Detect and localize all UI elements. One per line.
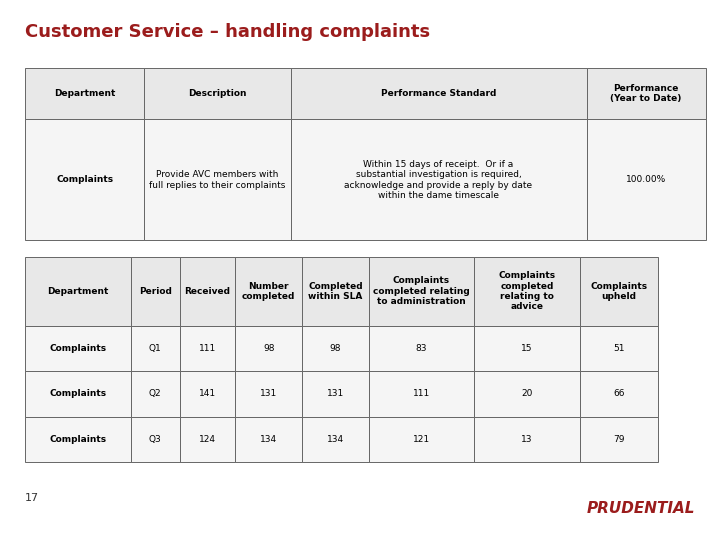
Text: Department: Department	[48, 287, 109, 296]
FancyBboxPatch shape	[180, 372, 235, 416]
Text: 141: 141	[199, 389, 216, 399]
Text: 111: 111	[199, 345, 216, 353]
Text: 98: 98	[263, 345, 274, 353]
FancyBboxPatch shape	[180, 326, 235, 372]
Text: Received: Received	[184, 287, 230, 296]
Text: Department: Department	[54, 89, 115, 98]
Text: 121: 121	[413, 435, 430, 444]
FancyBboxPatch shape	[369, 416, 474, 462]
Text: Complaints: Complaints	[50, 345, 107, 353]
FancyBboxPatch shape	[144, 119, 291, 240]
FancyBboxPatch shape	[25, 372, 130, 416]
FancyBboxPatch shape	[302, 256, 369, 326]
FancyBboxPatch shape	[144, 68, 291, 119]
FancyBboxPatch shape	[235, 416, 302, 462]
FancyBboxPatch shape	[474, 256, 580, 326]
FancyBboxPatch shape	[587, 68, 706, 119]
FancyBboxPatch shape	[25, 326, 130, 372]
FancyBboxPatch shape	[130, 416, 180, 462]
FancyBboxPatch shape	[474, 326, 580, 372]
Text: Performance
(Year to Date): Performance (Year to Date)	[611, 84, 682, 103]
FancyBboxPatch shape	[235, 326, 302, 372]
Text: 124: 124	[199, 435, 216, 444]
FancyBboxPatch shape	[180, 256, 235, 326]
Text: Description: Description	[188, 89, 247, 98]
FancyBboxPatch shape	[130, 326, 180, 372]
Text: 66: 66	[613, 389, 624, 399]
Text: Q2: Q2	[149, 389, 161, 399]
FancyBboxPatch shape	[235, 372, 302, 416]
FancyBboxPatch shape	[25, 119, 144, 240]
FancyBboxPatch shape	[587, 119, 706, 240]
Text: 134: 134	[260, 435, 277, 444]
Text: Complaints: Complaints	[56, 176, 113, 184]
FancyBboxPatch shape	[180, 416, 235, 462]
Text: Number
completed: Number completed	[242, 282, 295, 301]
FancyBboxPatch shape	[25, 68, 144, 119]
FancyBboxPatch shape	[302, 326, 369, 372]
FancyBboxPatch shape	[130, 256, 180, 326]
FancyBboxPatch shape	[235, 256, 302, 326]
Text: 13: 13	[521, 435, 533, 444]
Text: 98: 98	[330, 345, 341, 353]
Text: Provide AVC members with
full replies to their complaints: Provide AVC members with full replies to…	[149, 170, 286, 190]
FancyBboxPatch shape	[474, 372, 580, 416]
Text: Q3: Q3	[149, 435, 161, 444]
Text: 134: 134	[327, 435, 344, 444]
Text: Complaints
upheld: Complaints upheld	[590, 282, 647, 301]
FancyBboxPatch shape	[580, 372, 658, 416]
Text: 17: 17	[25, 493, 40, 503]
Text: 20: 20	[521, 389, 533, 399]
Text: Complaints: Complaints	[50, 389, 107, 399]
FancyBboxPatch shape	[302, 416, 369, 462]
Text: Performance Standard: Performance Standard	[381, 89, 496, 98]
FancyBboxPatch shape	[302, 372, 369, 416]
Text: Complaints
completed
relating to
advice: Complaints completed relating to advice	[498, 271, 556, 312]
FancyBboxPatch shape	[474, 416, 580, 462]
FancyBboxPatch shape	[291, 68, 587, 119]
Text: 83: 83	[415, 345, 427, 353]
FancyBboxPatch shape	[369, 326, 474, 372]
FancyBboxPatch shape	[580, 256, 658, 326]
Text: Complaints
completed relating
to administration: Complaints completed relating to adminis…	[373, 276, 470, 306]
Text: Completed
within SLA: Completed within SLA	[308, 282, 363, 301]
Text: Customer Service – handling complaints: Customer Service – handling complaints	[25, 23, 431, 42]
Text: Q1: Q1	[149, 345, 161, 353]
FancyBboxPatch shape	[580, 416, 658, 462]
Text: PRUDENTIAL: PRUDENTIAL	[587, 501, 696, 516]
Text: Within 15 days of receipt.  Or if a
substantial investigation is required,
ackno: Within 15 days of receipt. Or if a subst…	[344, 160, 533, 200]
Text: 79: 79	[613, 435, 624, 444]
FancyBboxPatch shape	[580, 326, 658, 372]
Text: 131: 131	[260, 389, 277, 399]
Text: Complaints: Complaints	[50, 435, 107, 444]
Text: 15: 15	[521, 345, 533, 353]
Text: 100.00%: 100.00%	[626, 176, 666, 184]
FancyBboxPatch shape	[369, 256, 474, 326]
Text: 51: 51	[613, 345, 624, 353]
Text: 131: 131	[327, 389, 344, 399]
FancyBboxPatch shape	[291, 119, 587, 240]
FancyBboxPatch shape	[25, 256, 130, 326]
FancyBboxPatch shape	[25, 416, 130, 462]
Text: Period: Period	[139, 287, 171, 296]
Text: 111: 111	[413, 389, 430, 399]
FancyBboxPatch shape	[130, 372, 180, 416]
FancyBboxPatch shape	[369, 372, 474, 416]
